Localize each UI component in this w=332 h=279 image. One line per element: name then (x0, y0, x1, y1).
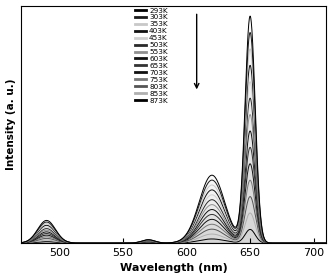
Y-axis label: Intensity (a. u.): Intensity (a. u.) (6, 79, 16, 170)
Legend: 293K, 303K, 353K, 403K, 453K, 503K, 553K, 603K, 653K, 703K, 753K, 803K, 853K, 87: 293K, 303K, 353K, 403K, 453K, 503K, 553K… (135, 7, 168, 104)
X-axis label: Wavelength (nm): Wavelength (nm) (120, 263, 228, 273)
